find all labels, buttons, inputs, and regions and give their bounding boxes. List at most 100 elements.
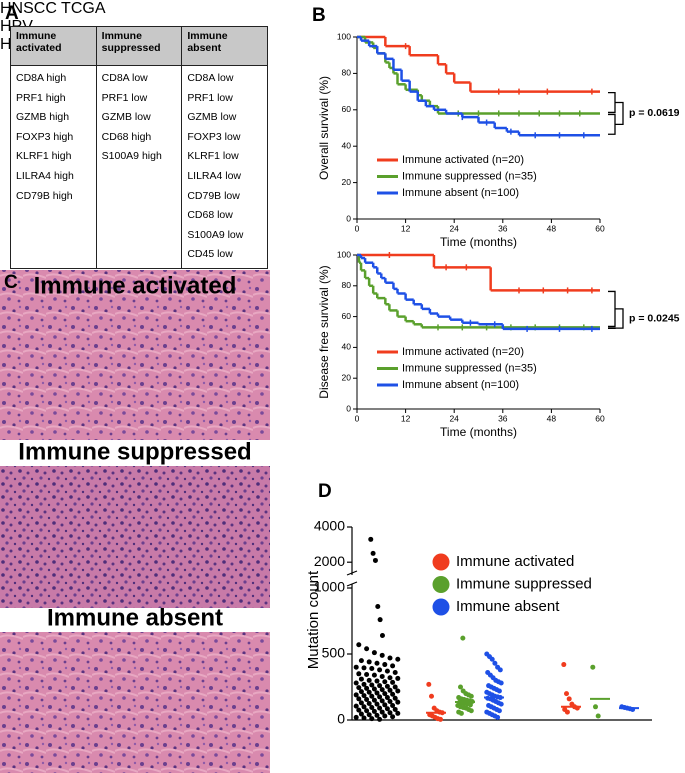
data-point: [395, 656, 401, 662]
image-title: Immune absent: [47, 604, 223, 631]
y-tick-label: 0: [337, 711, 345, 727]
y-tick-label: 60: [342, 104, 352, 114]
y-tick-label: 40: [342, 342, 352, 352]
x-tick-label: 0: [355, 223, 360, 233]
data-point: [498, 680, 504, 686]
gene-entry: PRF1 low: [101, 91, 148, 104]
bracket-connector: [615, 101, 624, 126]
data-point: [467, 702, 473, 708]
data-point: [395, 710, 401, 716]
p-value: p = 0.0619: [629, 107, 680, 119]
gene-entry: KLRF1 low: [187, 150, 239, 163]
data-point: [395, 688, 401, 694]
data-point: [390, 691, 396, 697]
histology-image: [0, 632, 270, 773]
data-point: [366, 712, 372, 718]
data-point: [361, 715, 367, 721]
data-point: [374, 660, 380, 666]
x-tick-label: 0: [355, 413, 360, 423]
data-point: [468, 708, 474, 714]
data-point: [358, 658, 364, 664]
data-point: [374, 701, 380, 707]
x-tick-label: 48: [547, 223, 557, 233]
gene-entry: KLRF1 high: [16, 150, 72, 163]
data-point: [392, 695, 398, 701]
data-point: [387, 655, 393, 661]
bracket-connector: [615, 308, 624, 329]
data-point: [489, 656, 495, 662]
data-point: [356, 707, 362, 713]
y-tick-label: 100: [337, 31, 351, 41]
data-point: [353, 714, 359, 720]
data-point: [561, 662, 567, 668]
data-point: [377, 694, 383, 700]
data-point: [496, 688, 502, 694]
data-point: [384, 683, 390, 689]
histology-image: [0, 270, 270, 440]
data-point: [382, 679, 388, 685]
data-point: [374, 678, 380, 684]
gene-entry: LILRA4 high: [16, 169, 74, 182]
data-point: [387, 675, 393, 681]
survival-curve: [357, 35, 600, 117]
data-point: [369, 716, 375, 722]
gene-entry: S100A9 high: [101, 150, 162, 163]
y-tick-label: 0: [346, 213, 351, 223]
x-axis-label: Time (months): [440, 425, 517, 439]
significance-bracket: [608, 290, 616, 328]
data-point: [364, 685, 370, 691]
x-tick-label: 24: [449, 413, 459, 423]
data-point: [374, 712, 380, 718]
data-point: [384, 668, 390, 674]
legend-label: Immune activated (n=20): [402, 154, 524, 166]
gene-entry: GZMB low: [187, 111, 237, 124]
data-point: [364, 646, 370, 652]
legend-label: Immune absent (n=100): [402, 379, 519, 391]
data-point: [593, 704, 598, 710]
data-point: [384, 695, 390, 701]
data-point: [384, 706, 390, 712]
data-point: [392, 669, 398, 675]
legend-label: Immune activated: [456, 553, 574, 570]
y-tick-label: 40: [342, 140, 352, 150]
survival-curve: [357, 253, 600, 332]
significance-bracket: [608, 113, 616, 135]
x-tick-label: 48: [547, 413, 557, 423]
data-point: [426, 681, 432, 687]
gene-entry: S100A9 low: [187, 228, 244, 241]
data-point: [497, 667, 503, 673]
data-point: [353, 664, 359, 670]
signature-table: Immune activated Immune suppressed Immun…: [10, 26, 268, 269]
data-point: [371, 650, 377, 656]
data-point: [382, 713, 388, 719]
data-point: [353, 680, 359, 686]
data-point: [387, 710, 393, 716]
data-point: [390, 663, 396, 669]
data-point: [438, 716, 443, 722]
legend-label: Immune absent (n=100): [402, 187, 519, 199]
y-tick-label: 20: [342, 372, 352, 382]
data-point: [369, 693, 375, 699]
data-point: [392, 706, 398, 712]
data-point: [375, 603, 381, 609]
data-point: [356, 642, 362, 648]
gene-entry: CD8A low: [187, 72, 234, 84]
data-point: [353, 692, 359, 698]
data-point: [458, 710, 464, 716]
axis-break: [346, 581, 358, 587]
gene-entry: CD68 high: [101, 130, 152, 143]
gene-entry: CD8A high: [16, 72, 67, 84]
data-point: [468, 693, 474, 699]
data-point: [564, 691, 569, 697]
axis-break: [346, 570, 358, 576]
gene-entry: CD79B high: [16, 189, 73, 202]
data-point: [356, 685, 362, 691]
data-point: [369, 666, 375, 672]
y-tick-label: 100: [337, 249, 351, 259]
y-tick-label: 0: [346, 403, 351, 413]
data-point: [460, 635, 466, 641]
data-point: [366, 659, 372, 665]
data-point: [458, 684, 463, 690]
data-point: [369, 704, 375, 710]
data-point: [379, 698, 385, 704]
